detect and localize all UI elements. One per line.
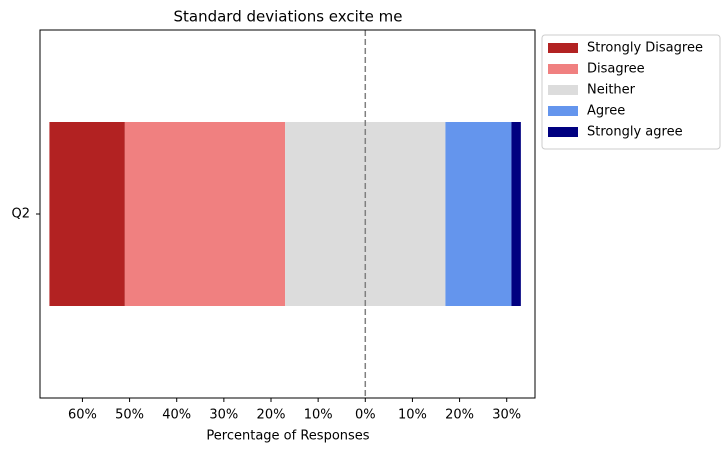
legend-swatch xyxy=(548,64,578,74)
legend-swatch xyxy=(548,106,578,116)
x-tick-label: 20% xyxy=(445,408,474,423)
x-tick-label: 30% xyxy=(492,408,521,423)
bar-segment xyxy=(445,122,512,306)
legend-label: Disagree xyxy=(587,62,645,77)
x-axis-label: Percentage of Responses xyxy=(206,429,369,444)
legend-label: Neither xyxy=(587,83,636,98)
x-tick-label: 60% xyxy=(68,408,97,423)
legend-swatch xyxy=(548,127,578,137)
x-tick-label: 10% xyxy=(304,408,333,423)
legend-swatch xyxy=(548,85,578,95)
bar-segment xyxy=(49,122,125,306)
plot-frame xyxy=(39,29,536,399)
x-tick-label: 30% xyxy=(209,408,238,423)
legend-box xyxy=(541,34,721,150)
legend-label: Strongly agree xyxy=(587,125,683,140)
bar-segment xyxy=(124,122,286,306)
legend-label: Agree xyxy=(587,104,625,119)
legend-label: Strongly Disagree xyxy=(587,41,703,56)
x-tick-label: 10% xyxy=(398,408,427,423)
x-tick-label: 0% xyxy=(355,408,376,423)
bar-segment xyxy=(511,122,521,306)
y-tick-label: Q2 xyxy=(11,207,30,222)
x-tick-label: 40% xyxy=(162,408,191,423)
legend-swatch xyxy=(548,43,578,53)
x-tick-label: 20% xyxy=(257,408,286,423)
chart-title: Standard deviations excite me xyxy=(173,8,402,26)
x-tick-label: 50% xyxy=(115,408,144,423)
